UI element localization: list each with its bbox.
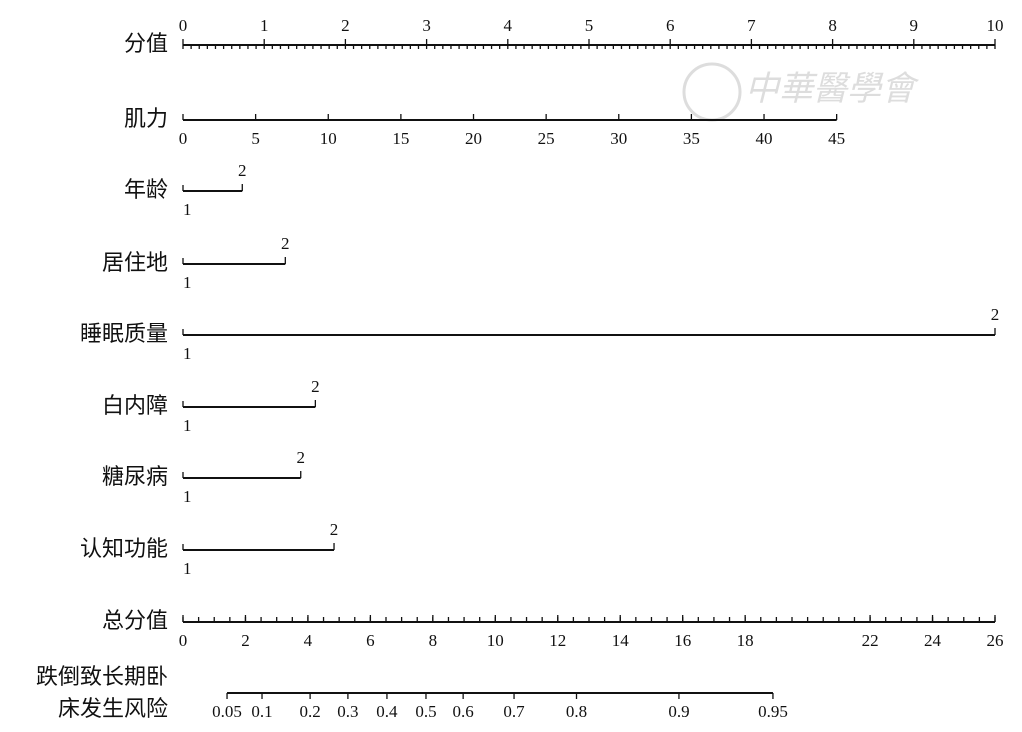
tick-label: 22 xyxy=(862,631,879,650)
tick-label: 1 xyxy=(183,487,192,506)
tick-label: 20 xyxy=(465,129,482,148)
row-label: 白内障 xyxy=(102,394,168,419)
row-label: 年龄 xyxy=(124,178,168,203)
tick-label: 5 xyxy=(585,16,594,35)
tick-label: 26 xyxy=(987,631,1004,650)
tick-label: 0.2 xyxy=(299,702,320,721)
tick-label: 10 xyxy=(487,631,504,650)
tick-label: 35 xyxy=(683,129,700,148)
tick-label: 45 xyxy=(828,129,845,148)
tick-label: 0.6 xyxy=(453,702,474,721)
tick-label: 0 xyxy=(179,129,188,148)
tick-label: 0.05 xyxy=(212,702,242,721)
tick-label: 24 xyxy=(924,631,942,650)
tick-label: 1 xyxy=(260,16,269,35)
tick-label: 0.4 xyxy=(376,702,398,721)
tick-label: 4 xyxy=(504,16,513,35)
row-label: 分值 xyxy=(124,32,168,57)
tick-label: 4 xyxy=(304,631,313,650)
tick-label: 0.1 xyxy=(251,702,272,721)
tick-label: 9 xyxy=(910,16,919,35)
row-label: 肌力 xyxy=(124,107,168,132)
tick-label: 1 xyxy=(183,344,192,363)
tick-label: 0.5 xyxy=(415,702,436,721)
tick-label: 30 xyxy=(610,129,627,148)
tick-label: 2 xyxy=(281,234,290,253)
tick-label: 1 xyxy=(183,416,192,435)
tick-label: 1 xyxy=(183,559,192,578)
tick-label: 40 xyxy=(756,129,773,148)
watermark: 中華醫學會 xyxy=(745,71,920,108)
tick-label: 14 xyxy=(612,631,630,650)
tick-label: 25 xyxy=(538,129,555,148)
tick-label: 2 xyxy=(991,305,1000,324)
tick-label: 10 xyxy=(987,16,1004,35)
row-label: 认知功能 xyxy=(80,537,168,562)
row-label: 跌倒致长期卧 xyxy=(36,665,168,690)
tick-label: 0.3 xyxy=(337,702,358,721)
row-label: 总分值 xyxy=(102,609,168,634)
tick-label: 8 xyxy=(828,16,837,35)
tick-label: 3 xyxy=(422,16,431,35)
tick-label: 1 xyxy=(183,200,192,219)
tick-label: 0.8 xyxy=(566,702,587,721)
tick-label: 2 xyxy=(330,520,339,539)
tick-label: 10 xyxy=(320,129,337,148)
tick-label: 6 xyxy=(666,16,675,35)
row-label: 睡眠质量 xyxy=(80,322,168,347)
tick-label: 2 xyxy=(341,16,350,35)
tick-label: 0 xyxy=(179,631,188,650)
row-label: 床发生风险 xyxy=(58,697,168,722)
tick-label: 1 xyxy=(183,273,192,292)
row-label: 糖尿病 xyxy=(102,465,168,490)
tick-label: 7 xyxy=(747,16,756,35)
tick-label: 2 xyxy=(296,448,305,467)
tick-label: 0.95 xyxy=(758,702,788,721)
watermark-logo xyxy=(682,62,742,122)
tick-label: 18 xyxy=(737,631,754,650)
tick-label: 6 xyxy=(366,631,375,650)
tick-label: 0 xyxy=(179,16,188,35)
tick-label: 5 xyxy=(251,129,260,148)
row-label: 居住地 xyxy=(102,251,168,276)
tick-label: 0.9 xyxy=(668,702,689,721)
tick-label: 15 xyxy=(392,129,409,148)
tick-label: 12 xyxy=(549,631,566,650)
tick-label: 16 xyxy=(674,631,691,650)
tick-label: 0.7 xyxy=(503,702,525,721)
tick-label: 2 xyxy=(311,377,320,396)
tick-label: 8 xyxy=(429,631,438,650)
tick-label: 2 xyxy=(238,161,247,180)
tick-label: 2 xyxy=(241,631,250,650)
